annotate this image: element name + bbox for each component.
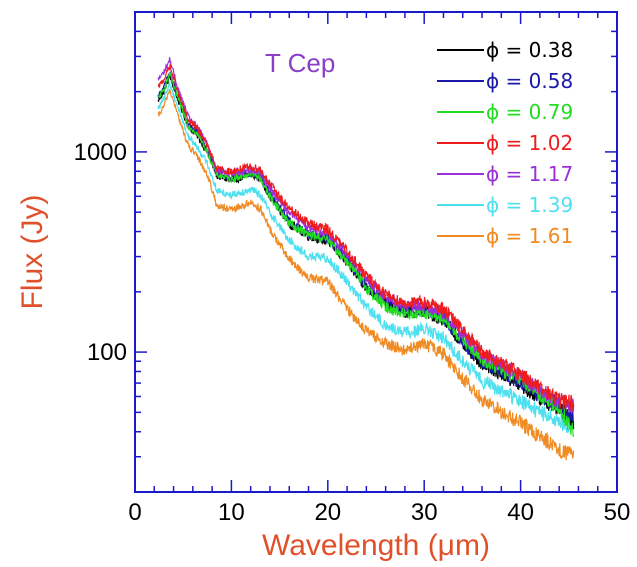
x-axis-ticks xyxy=(134,12,618,492)
legend: ϕ = 0.38 ϕ = 0.58 ϕ = 0.79 ϕ = 1.02 ϕ = 1.17… xyxy=(437,38,573,248)
y-tick-label: 1000 xyxy=(74,139,127,166)
series-line xyxy=(157,88,575,461)
legend-label: ϕ = 0.58 xyxy=(486,69,573,93)
series-lines xyxy=(157,57,575,461)
legend-label: ϕ = 0.79 xyxy=(486,100,573,124)
legend-label: ϕ = 0.38 xyxy=(486,38,573,62)
x-tick-label: 20 xyxy=(314,499,341,526)
legend-label: ϕ = 1.39 xyxy=(486,193,573,217)
y-axis-ticks xyxy=(135,11,617,493)
series-line xyxy=(157,64,575,413)
x-tick-label: 0 xyxy=(128,499,141,526)
plot-frame xyxy=(134,11,618,493)
x-axis-title: Wavelength (μm) xyxy=(262,529,490,562)
x-tick-label: 40 xyxy=(507,499,534,526)
legend-label: ϕ = 1.17 xyxy=(486,162,573,186)
x-tick-labels: 0 10 20 30 40 50 xyxy=(128,499,630,526)
y-tick-label: 100 xyxy=(87,339,127,366)
x-tick-label: 50 xyxy=(604,499,631,526)
series-line xyxy=(157,80,575,433)
x-tick-label: 30 xyxy=(411,499,438,526)
y-tick-labels: 100 1000 xyxy=(74,139,127,366)
chart-title: T Cep xyxy=(265,48,335,78)
x-tick-label: 10 xyxy=(218,499,245,526)
legend-label: ϕ = 1.02 xyxy=(486,131,573,155)
y-axis-title: Flux (Jy) xyxy=(16,195,49,310)
legend-label: ϕ = 1.61 xyxy=(486,224,573,248)
